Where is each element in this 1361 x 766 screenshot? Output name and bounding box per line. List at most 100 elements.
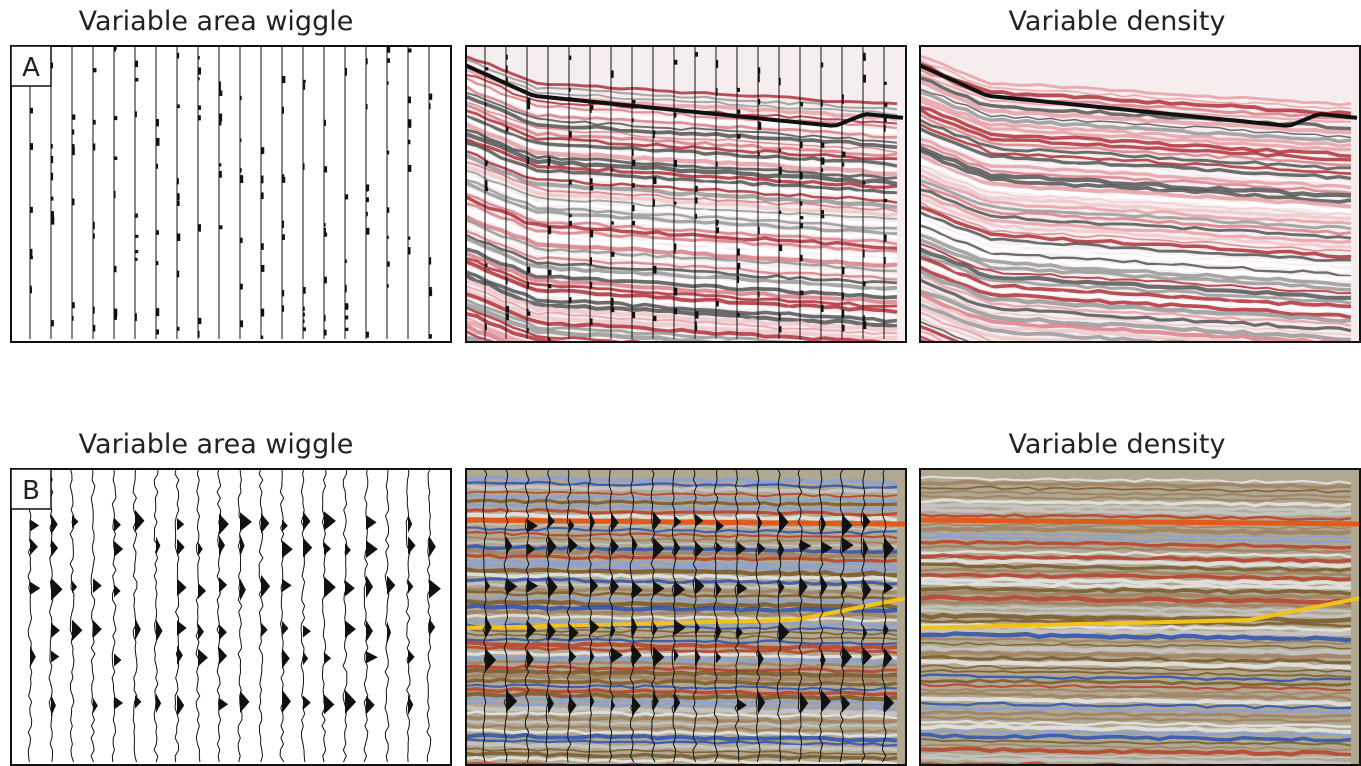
wiggle-fill: [527, 157, 529, 164]
panel-background: [10, 468, 452, 766]
wiggle-fill: [114, 116, 117, 120]
wiggle-fill: [611, 298, 613, 304]
wiggle-fill: [240, 320, 243, 327]
wiggle-fill: [485, 103, 487, 107]
wiggle-fill: [177, 104, 180, 108]
figure: Variable area wiggle Variable density Va…: [0, 0, 1361, 766]
wiggle-fill: [674, 160, 677, 167]
wiggle-fill: [884, 82, 887, 85]
wiggle-fill: [198, 67, 201, 74]
wiggle-fill: [842, 267, 844, 274]
wiggle-fill: [674, 202, 676, 205]
wiggle-fill: [303, 327, 306, 331]
wiggle-fill: [779, 326, 781, 332]
seismic-reflector: [465, 359, 897, 408]
wiggle-fill: [135, 61, 138, 68]
seismic-reflector: [465, 337, 897, 387]
seismic-reflector: [465, 346, 897, 395]
wiggle-fill: [611, 307, 614, 312]
wiggle-fill: [758, 121, 760, 129]
wiggle-fill: [303, 319, 305, 323]
wiggle-fill: [135, 213, 138, 217]
wiggle-fill: [177, 233, 180, 241]
wiggle-fill: [884, 257, 886, 264]
wiggle-fill: [800, 216, 803, 219]
seismic-reflector: [465, 364, 897, 414]
wiggle-fill: [779, 314, 781, 321]
wiggle-fill: [821, 62, 823, 67]
wiggle-fill: [198, 224, 201, 231]
wiggle-fill: [408, 140, 410, 144]
wiggle-fill: [135, 313, 137, 321]
wiggle-fill: [611, 221, 614, 224]
wiggle-fill: [198, 115, 201, 120]
wiggle-fill: [695, 321, 697, 328]
wiggle-fill: [219, 225, 222, 229]
panel-title: Variable area wiggle: [79, 6, 354, 37]
wiggle-fill: [93, 307, 95, 314]
wiggle-fill: [219, 114, 222, 122]
wiggle-fill: [429, 103, 431, 109]
wiggle-fill: [779, 167, 782, 175]
seismic-reflector: [919, 336, 1351, 385]
wiggle-fill: [737, 110, 740, 114]
wiggle-fill: [485, 187, 488, 191]
wiggle-fill: [303, 80, 306, 83]
wiggle-fill: [240, 168, 242, 172]
wiggle-fill: [821, 210, 824, 214]
wiggle-fill: [569, 214, 572, 217]
wiggle-fill: [779, 179, 781, 183]
wiggle-fill: [548, 270, 551, 276]
panel-title: Variable density: [1009, 429, 1226, 460]
wiggle-fill: [590, 257, 592, 265]
wiggle-fill: [324, 233, 327, 237]
wiggle-fill: [527, 312, 530, 316]
wiggle-fill: [800, 201, 802, 205]
wiggle-fill: [884, 124, 886, 131]
wiggle-fill: [51, 211, 54, 218]
wiggle-fill: [303, 163, 305, 169]
wiggle-fill: [632, 100, 635, 104]
wiggle-fill: [716, 301, 719, 306]
wiggle-fill: [240, 284, 243, 290]
wiggle-fill: [345, 68, 347, 76]
wiggle-fill: [135, 250, 138, 253]
wiggle-fill: [569, 221, 572, 226]
seismic-reflector: [919, 364, 1351, 413]
wiggle-fill: [695, 52, 698, 57]
wiggle-fill: [485, 163, 487, 166]
wiggle-fill: [282, 76, 285, 83]
wiggle-fill: [527, 267, 530, 273]
wiggle-fill: [590, 282, 592, 289]
seismic-reflector: [919, 353, 1351, 403]
wiggle-fill: [135, 258, 137, 261]
wiggle-fill: [548, 284, 551, 288]
wiggle-fill: [72, 115, 75, 120]
wiggle-fill: [72, 316, 74, 321]
wiggle-fill: [282, 174, 284, 178]
wiggle-fill: [737, 88, 740, 92]
wiggle-fill: [758, 292, 760, 298]
wiggle-fill: [345, 285, 347, 293]
wiggle-fill: [324, 277, 327, 284]
wiggle-fill: [632, 221, 635, 225]
wiggle-fill: [674, 288, 677, 296]
wiggle-fill: [863, 75, 866, 83]
wiggle-fill: [506, 65, 508, 72]
wiggle-fill: [198, 331, 200, 338]
wiggle-fill: [548, 157, 551, 162]
wiggle-fill: [653, 316, 656, 321]
wiggle-fill: [590, 107, 592, 112]
wiggle-fill: [177, 193, 180, 200]
wiggle-fill: [884, 199, 887, 202]
wiggle-fill: [569, 56, 571, 60]
wiggle-fill: [198, 77, 200, 80]
wiggle-fill: [590, 185, 593, 190]
wiggle-fill: [387, 81, 389, 84]
wiggle-fill: [114, 191, 116, 199]
wiggle-fill: [261, 147, 264, 154]
seismic-reflector: [919, 373, 1351, 423]
wiggle-fill: [156, 119, 159, 126]
wiggle-fill: [758, 152, 760, 155]
wiggle-fill: [240, 238, 243, 243]
